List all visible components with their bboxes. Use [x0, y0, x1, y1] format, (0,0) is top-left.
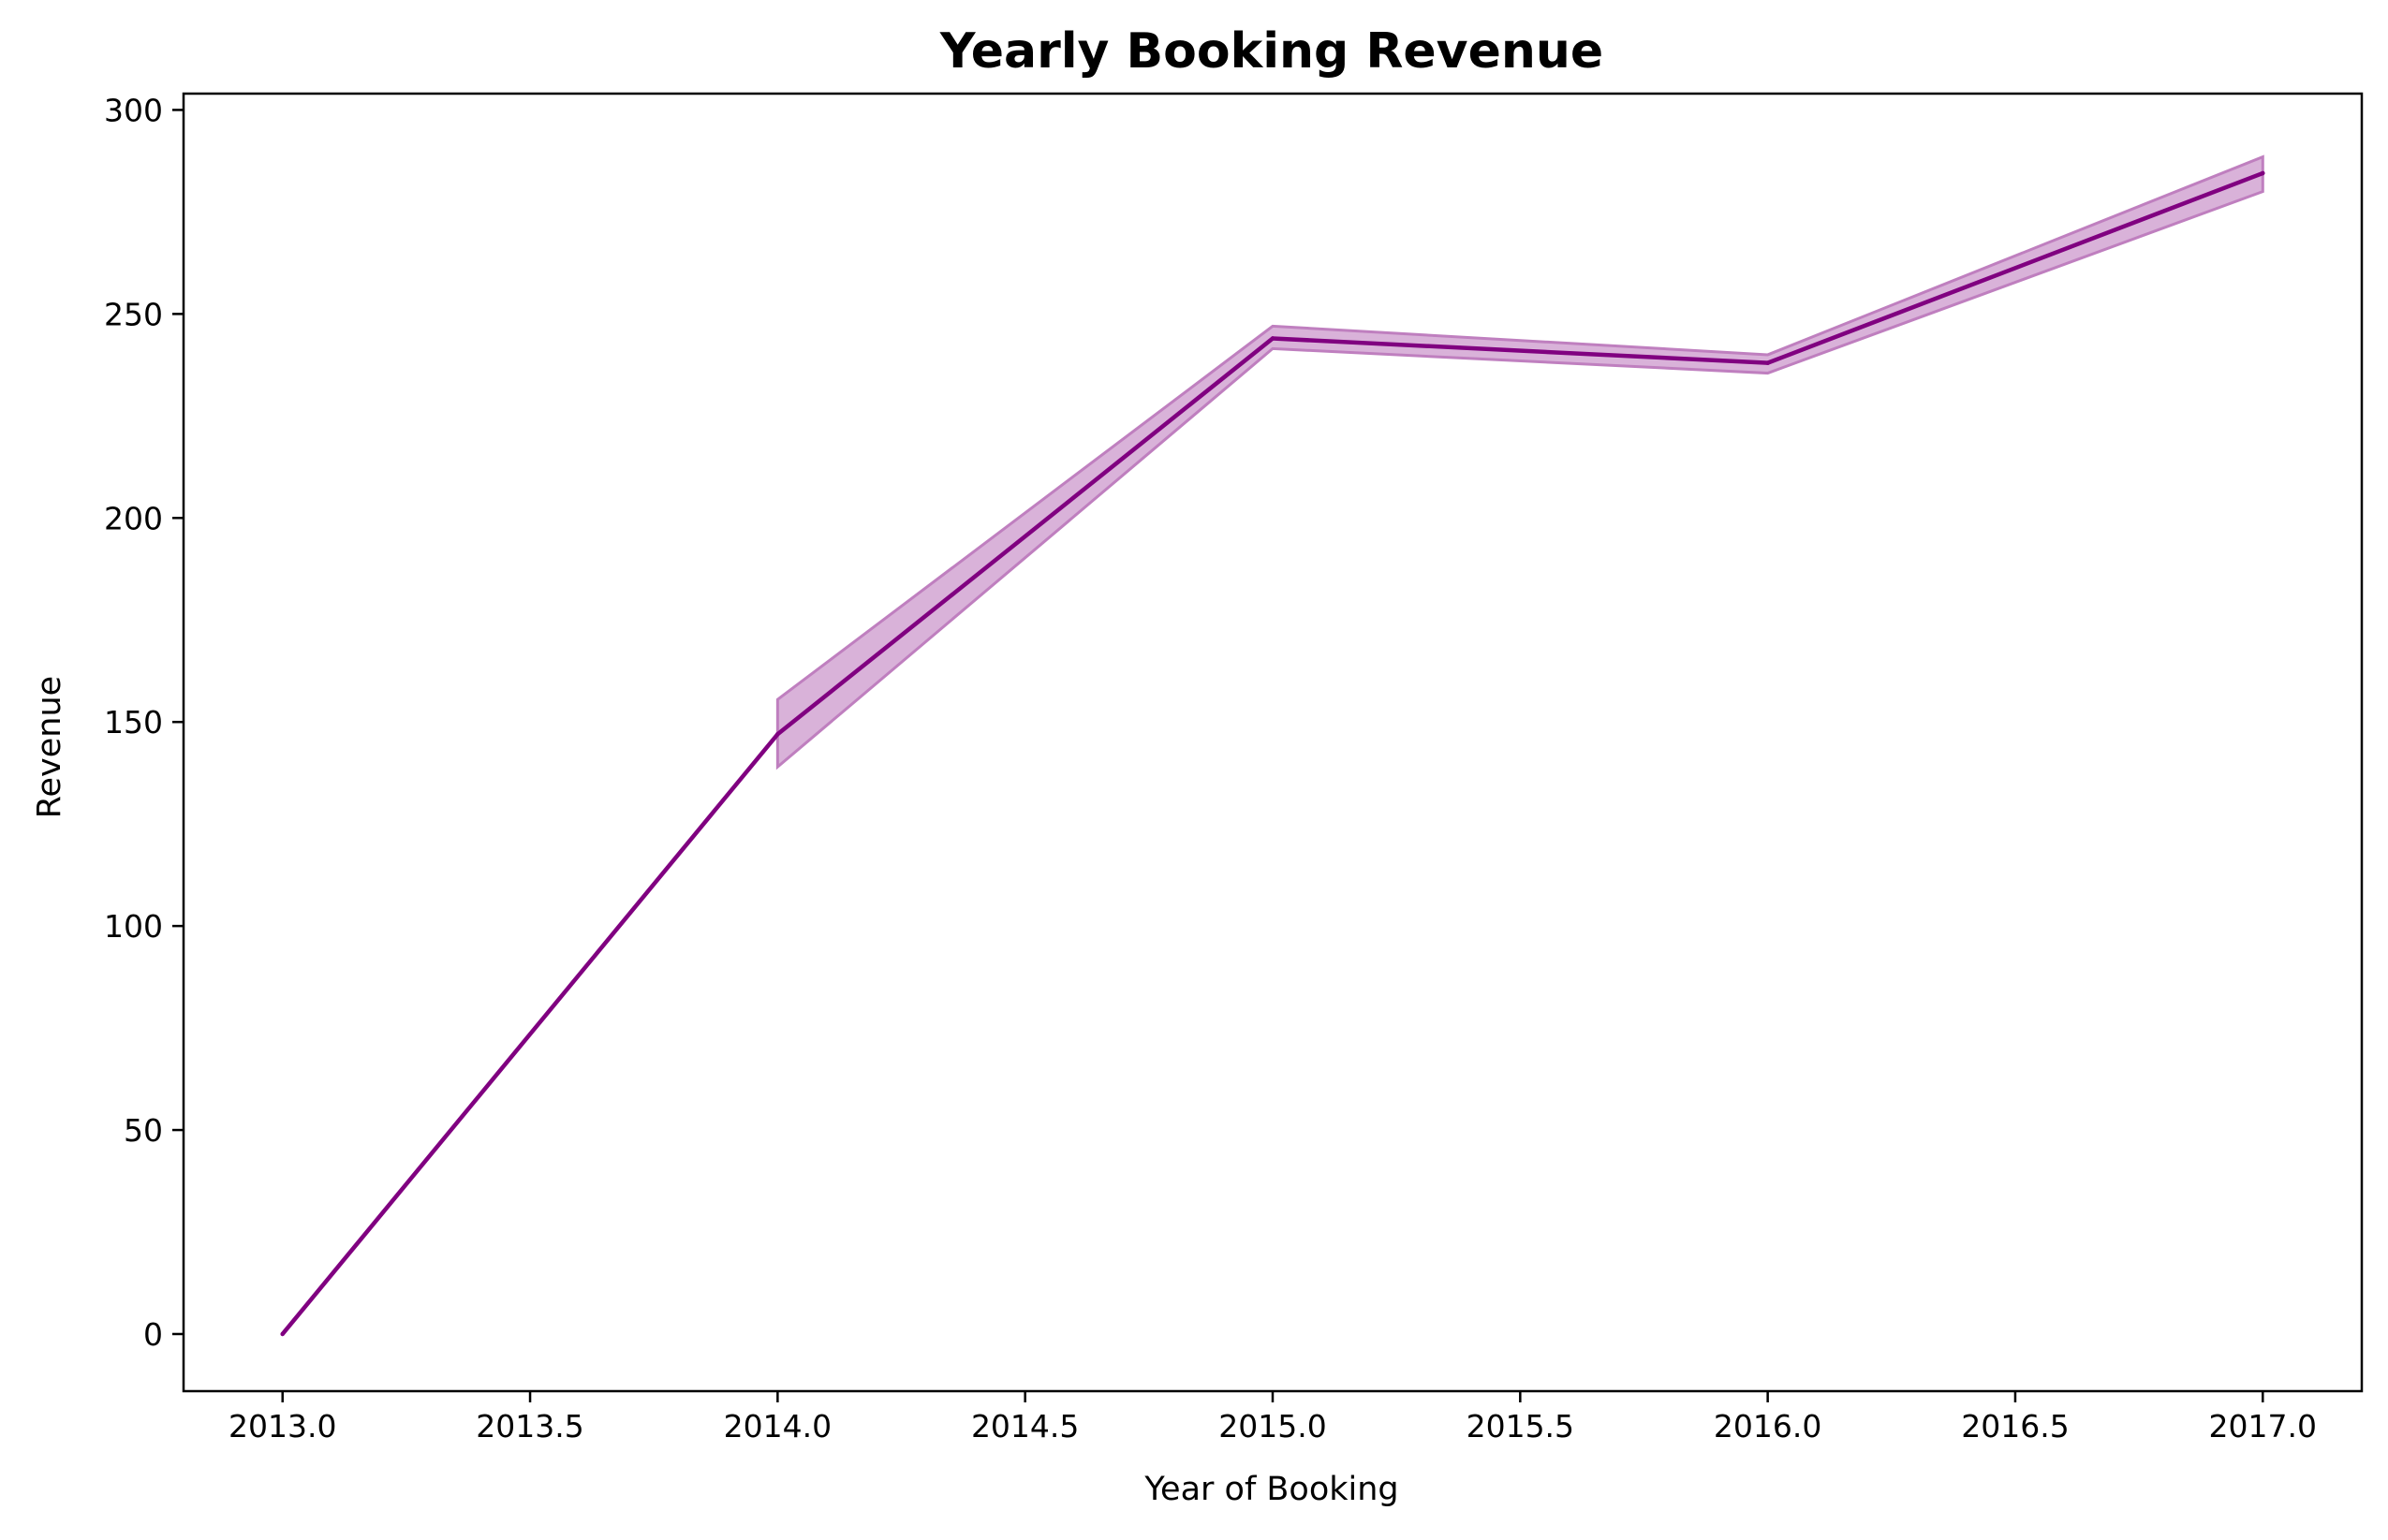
y-tick-label: 50: [124, 1112, 163, 1149]
chart-title: Yearly Booking Revenue: [939, 23, 1603, 80]
y-tick-label: 0: [143, 1316, 163, 1353]
y-tick-label: 200: [104, 500, 163, 536]
series-line-segment: [280, 732, 780, 1337]
y-tick-label: 100: [104, 908, 163, 945]
data-point: [280, 1331, 285, 1337]
data-point: [775, 732, 780, 737]
data-point: [1765, 360, 1770, 365]
x-tick-label: 2013.5: [476, 1408, 583, 1445]
data-point: [1270, 336, 1275, 341]
x-tick-label: 2014.0: [724, 1408, 832, 1445]
x-tick-label: 2014.5: [971, 1408, 1079, 1445]
series-line-segment: [775, 336, 1275, 737]
x-axis-ticks: 2013.0 2013.5 2014.0 2014.5 2015.0 2015.5 2016…: [228, 1391, 2317, 1445]
y-tick-label: 300: [104, 92, 163, 128]
x-tick-label: 2015.5: [1467, 1408, 1574, 1445]
x-tick-label: 2016.5: [1961, 1408, 2069, 1445]
y-tick-label: 150: [104, 704, 163, 741]
y-tick-label: 250: [104, 296, 163, 332]
y-axis-ticks: 0 50 100 150 200 250 300: [104, 92, 184, 1353]
x-tick-label: 2016.0: [1714, 1408, 1821, 1445]
x-tick-label: 2017.0: [2209, 1408, 2317, 1445]
x-axis-label: Year of Booking: [1143, 1471, 1398, 1508]
x-tick-label: 2013.0: [228, 1408, 336, 1445]
data-point: [2261, 170, 2265, 176]
confidence-band: [775, 154, 2264, 770]
x-tick-label: 2015.0: [1218, 1408, 1326, 1445]
series-line-segment: [1765, 170, 2265, 365]
y-axis-label: Revenue: [31, 676, 68, 818]
series-line-segment: [1270, 336, 1770, 365]
